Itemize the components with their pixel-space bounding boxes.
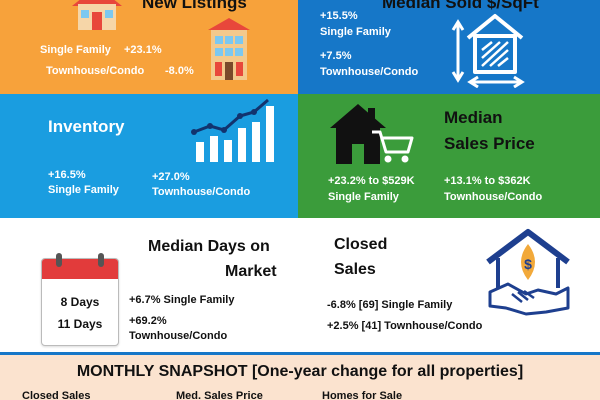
inventory-sf-label: Single Family <box>48 184 119 196</box>
closed-tc-change: +2.5% [41] Townhouse/Condo <box>327 320 483 332</box>
median-sold-sf-label: Single Family <box>320 26 391 38</box>
days-on-market-title-line1: Median Days on <box>148 238 270 255</box>
calendar-tc-days: 11 Days <box>57 317 103 331</box>
days-and-closed-section: 8 Days 11 Days Median Days on Market +6.… <box>0 218 600 352</box>
snapshot-col-homes-for-sale: Homes for Sale <box>322 390 403 400</box>
median-sold-tc-value: +7.5% <box>320 50 352 62</box>
calendar-icon: 8 Days 11 Days <box>41 253 119 346</box>
snapshot-col-closed-sales: Closed Sales <box>22 390 91 400</box>
median-sales-price-panel: Median Sales Price +23.2% to $529K Singl… <box>298 94 600 218</box>
median-price-title-line2: Sales Price <box>444 134 535 153</box>
new-listings-tc-value: -8.0% <box>165 65 194 77</box>
monthly-snapshot-bar: MONTHLY SNAPSHOT [One-year change for al… <box>0 355 600 400</box>
inventory-panel: Inventory +16.5% Single Family +27.0% To… <box>0 94 298 218</box>
inventory-title: Inventory <box>48 117 125 136</box>
closed-sf-change: -6.8% [69] Single Family <box>327 299 453 311</box>
closed-sales-title-line1: Closed <box>334 236 388 253</box>
median-sold-panel: Median Sold $/SqFt +15.5% Single Family … <box>298 0 600 94</box>
inventory-tc-value: +27.0% <box>152 171 190 183</box>
square-footage-icon <box>451 14 525 88</box>
bar-chart-trend-icon <box>191 98 274 162</box>
new-listings-title: New Listings <box>142 0 247 12</box>
days-on-market-title-line2: Market <box>225 263 277 280</box>
inventory-sf-value: +16.5% <box>48 169 86 181</box>
median-price-title-line1: Median <box>444 108 503 127</box>
days-tc-change-line1: +69.2% <box>129 315 167 327</box>
median-sold-title: Median Sold $/SqFt <box>382 0 539 12</box>
snapshot-title: MONTHLY SNAPSHOT [One-year change for al… <box>76 363 524 380</box>
new-listings-tc-label: Townhouse/Condo <box>46 65 145 77</box>
apartment-building-icon <box>208 18 250 80</box>
new-listings-sf-label: Single Family <box>40 44 111 56</box>
house-icon <box>72 0 122 30</box>
days-sf-change: +6.7% Single Family <box>129 294 235 306</box>
new-listings-sf-value: +23.1% <box>124 44 162 56</box>
svg-text:$: $ <box>524 256 532 272</box>
days-tc-change-line2: Townhouse/Condo <box>129 330 228 342</box>
new-listings-panel: New Listings Single Family +23.1% Townho… <box>0 0 298 94</box>
median-price-sf-label: Single Family <box>328 191 399 203</box>
section-divider <box>0 352 600 355</box>
house-cart-icon <box>330 104 414 164</box>
median-price-tc-value: +13.1% to $362K <box>444 175 531 187</box>
median-price-sf-value: +23.2% to $529K <box>328 175 415 187</box>
closed-sales-title-line2: Sales <box>334 261 376 278</box>
calendar-sf-days: 8 Days <box>60 295 100 309</box>
median-sold-sf-value: +15.5% <box>320 10 358 22</box>
inventory-tc-label: Townhouse/Condo <box>152 186 251 198</box>
median-sold-tc-label: Townhouse/Condo <box>320 66 419 78</box>
snapshot-col-med-sales-price: Med. Sales Price <box>176 390 263 400</box>
house-handshake-icon: $ <box>486 229 570 316</box>
median-price-tc-label: Townhouse/Condo <box>444 191 543 203</box>
